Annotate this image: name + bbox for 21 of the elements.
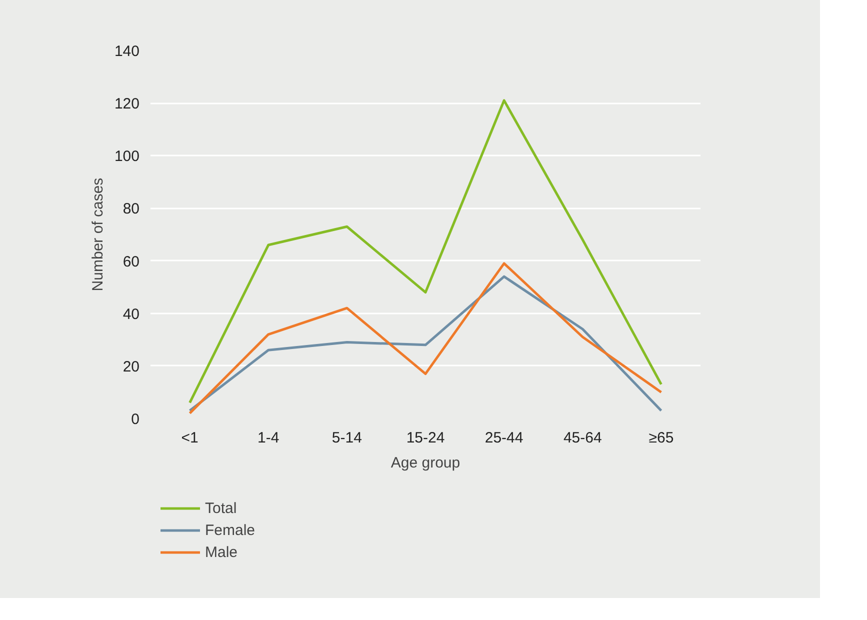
x-axis-title: Age group bbox=[390, 454, 460, 472]
legend-label: Total bbox=[205, 500, 237, 516]
legend-label: Female bbox=[205, 522, 256, 538]
y-tick-label: 120 bbox=[114, 96, 140, 113]
y-axis-title: Number of cases bbox=[89, 178, 106, 292]
y-tick-label: 20 bbox=[122, 358, 140, 376]
y-tick-label: 100 bbox=[114, 148, 140, 166]
y-tick-label: 60 bbox=[122, 253, 140, 270]
x-tick-label: <1 bbox=[181, 430, 198, 446]
x-tick-label: 15-24 bbox=[406, 430, 445, 446]
x-tick-label: 1-4 bbox=[258, 430, 280, 446]
y-tick-label: 0 bbox=[131, 411, 140, 428]
line-series bbox=[188, 99, 662, 404]
y-tick-label: 140 bbox=[114, 43, 140, 60]
y-tick-label: 40 bbox=[122, 306, 140, 323]
y-tick-label: 80 bbox=[122, 200, 140, 218]
x-tick-label: 45-64 bbox=[563, 430, 602, 446]
x-tick-label: ≥65 bbox=[648, 430, 674, 446]
legend-label: Male bbox=[205, 544, 238, 560]
x-tick-label: 5-14 bbox=[332, 430, 362, 446]
x-tick-label: 25-44 bbox=[484, 430, 524, 446]
